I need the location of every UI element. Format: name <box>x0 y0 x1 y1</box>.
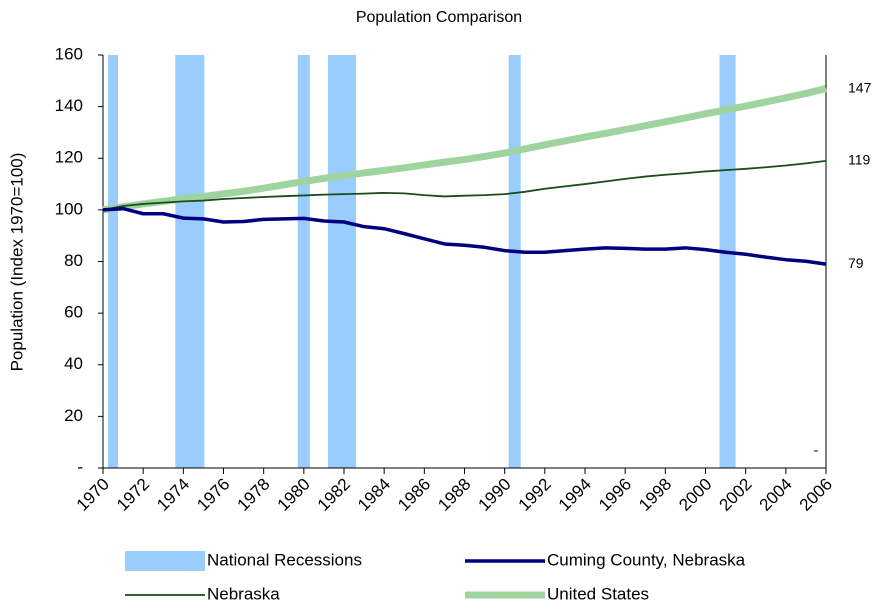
recession-band <box>327 55 357 468</box>
chart-title: Population Comparison <box>356 9 522 26</box>
y-tick-label: 40 <box>64 354 83 373</box>
x-tick-label: 2004 <box>756 475 796 515</box>
x-tick-label: 1976 <box>193 475 233 515</box>
legend-label: National Recessions <box>207 550 362 569</box>
legend-label: United States <box>547 584 649 603</box>
x-tick-label: 1970 <box>73 475 113 515</box>
x-tick-label: 1986 <box>394 475 434 515</box>
y-tick-label: 100 <box>55 199 83 218</box>
x-tick-label: 1978 <box>233 475 273 515</box>
legend-label: Nebraska <box>207 584 280 603</box>
y-tick-label: 60 <box>64 303 83 322</box>
x-tick-label: 1998 <box>635 475 675 515</box>
x-tick-label: 1990 <box>474 475 514 515</box>
x-tick-label: 1974 <box>153 475 193 515</box>
series-line <box>102 85 827 214</box>
recession-band <box>508 55 521 468</box>
series-line <box>102 159 827 211</box>
legend-label: Cuming County, Nebraska <box>547 550 746 569</box>
x-tick-label: 1996 <box>595 475 635 515</box>
x-tick-label: 2006 <box>796 475 836 515</box>
annotation: - <box>814 442 819 458</box>
recession-band <box>297 55 310 468</box>
x-tick-label: 1972 <box>113 475 153 515</box>
x-tick-label: 1984 <box>354 475 394 515</box>
x-tick-label: 1994 <box>555 475 595 515</box>
x-tick-label: 1992 <box>515 475 555 515</box>
x-tick-label: 1982 <box>314 475 354 515</box>
y-axis-label: Population (Index 1970=100) <box>7 153 26 372</box>
x-tick-label: 1988 <box>434 475 474 515</box>
recession-band <box>175 55 205 468</box>
recession-band <box>108 55 119 468</box>
recession-band <box>719 55 736 468</box>
y-tick-label: 120 <box>55 148 83 167</box>
legend-swatch <box>125 551 205 571</box>
y-tick-label: 80 <box>64 251 83 270</box>
end-value-label: 119 <box>848 152 871 168</box>
y-tick-label: 20 <box>64 406 83 425</box>
x-tick-label: 1980 <box>274 475 314 515</box>
x-tick-label: 2002 <box>715 475 755 515</box>
y-tick-label: 160 <box>55 44 83 63</box>
y-tick-label: - <box>77 457 83 476</box>
end-value-label: 79 <box>848 255 864 271</box>
x-tick-label: 2000 <box>675 475 715 515</box>
end-value-label: 147 <box>848 79 872 95</box>
y-tick-label: 140 <box>55 96 83 115</box>
series-line <box>102 206 827 266</box>
